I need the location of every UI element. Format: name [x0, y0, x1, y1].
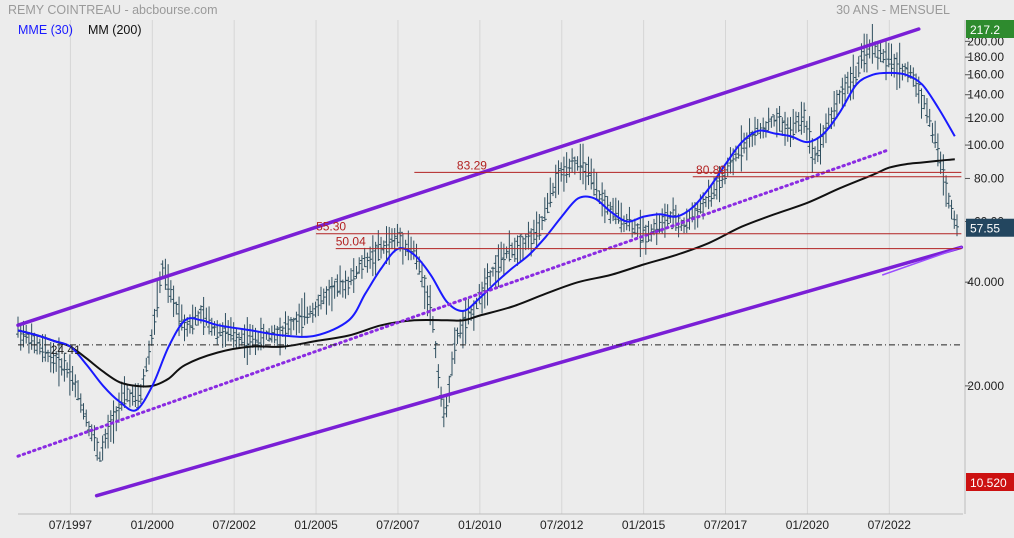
x-tick-label: 01/2010 — [458, 518, 502, 532]
x-tick-label: 01/2015 — [622, 518, 666, 532]
x-tick-label: 07/2007 — [376, 518, 420, 532]
trend-dotted-line — [16, 148, 891, 458]
indicator-lines — [17, 71, 956, 412]
channel-lower-line — [94, 245, 964, 498]
x-tick-label: 07/2002 — [212, 518, 256, 532]
badge-last: 57.55 — [970, 222, 1000, 236]
y-tick-label: 80.00 — [974, 171, 1004, 185]
x-tick-label: 07/2012 — [540, 518, 584, 532]
x-tick-label: 01/2020 — [786, 518, 830, 532]
support-label: 24.41 — [51, 343, 81, 357]
y-tick-label: 100.00 — [967, 138, 1004, 152]
level-label: 80.89 — [696, 163, 726, 177]
badge-last-bg — [966, 218, 1014, 237]
level-label: 50.04 — [336, 235, 366, 249]
level-label: 83.29 — [457, 158, 487, 172]
value-badges: 217.2 57.55 10.520 — [966, 20, 1014, 491]
badge-high-bg — [966, 20, 1014, 38]
y-tick-label: 40.000 — [967, 275, 1004, 289]
y-tick-label: 120.00 — [967, 111, 1004, 125]
x-axis: 07/1997 01/2000 07/2002 01/2005 07/2007 01/20… — [18, 513, 963, 532]
badge-low-bg — [966, 473, 1014, 491]
chart-period: 30 ANS - MENSUEL — [836, 3, 950, 17]
y-axis: 200.00180.00160.00140.00120.00100.0080.0… — [964, 20, 1004, 514]
y-tick-label: 180.00 — [967, 50, 1004, 64]
channel-lower-extension — [881, 246, 963, 276]
y-tick-label: 140.00 — [967, 88, 1004, 102]
badge-high: 217.2 — [970, 23, 1000, 37]
y-tick-label: 20.000 — [967, 379, 1004, 393]
legend-mm200: MM (200) — [88, 23, 141, 37]
x-tick-label: 07/1997 — [49, 518, 93, 532]
x-tick-label: 07/2022 — [868, 518, 912, 532]
legend-mme: MME (30) — [18, 23, 73, 37]
level-label: 55.30 — [316, 220, 346, 234]
mme-line — [17, 71, 956, 412]
mm200-line — [17, 158, 955, 388]
x-tick-label: 01/2000 — [131, 518, 175, 532]
x-tick-label: 01/2005 — [294, 518, 338, 532]
x-tick-label: 07/2017 — [704, 518, 748, 532]
badge-low: 10.520 — [970, 476, 1007, 490]
channel-upper-line — [16, 27, 921, 327]
chart-title: REMY COINTREAU - abcbourse.com — [8, 3, 218, 17]
y-tick-label: 160.00 — [967, 68, 1004, 82]
